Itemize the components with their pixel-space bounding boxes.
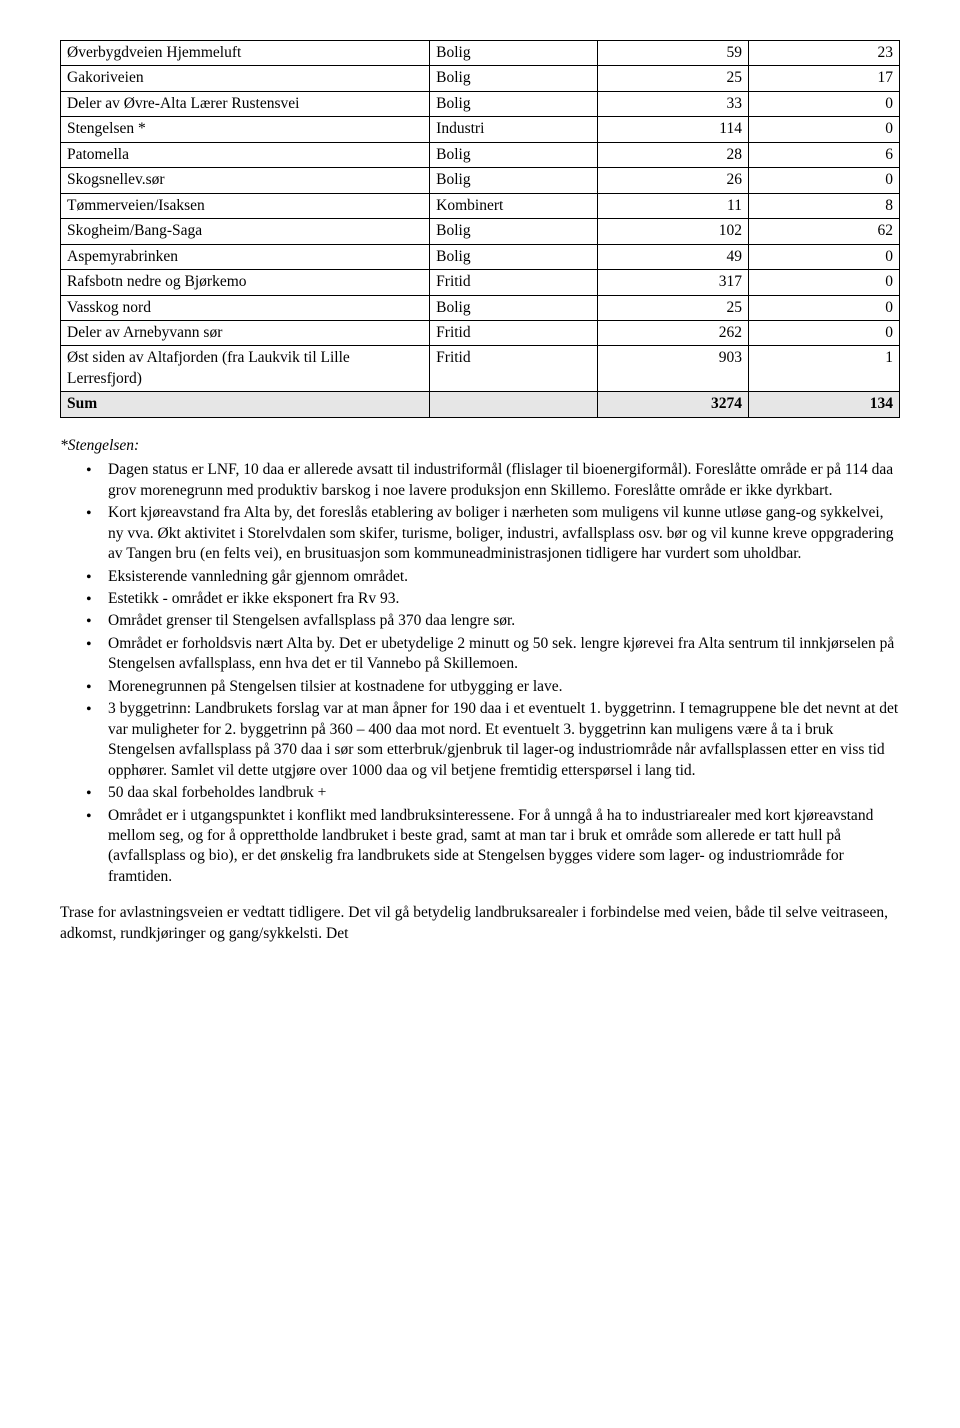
- table-row: Øst siden av Altafjorden (fra Laukvik ti…: [61, 346, 900, 392]
- table-row: Øverbygdveien HjemmeluftBolig5923: [61, 41, 900, 66]
- stengelsen-heading: *Stengelsen:: [60, 436, 900, 456]
- cell-type: Bolig: [430, 168, 598, 193]
- list-item: Dagen status er LNF, 10 daa er allerede …: [108, 460, 900, 501]
- cell-v2: 0: [748, 91, 899, 116]
- cell-v1: 25: [597, 295, 748, 320]
- cell-type: Bolig: [430, 219, 598, 244]
- cell-v1: 26: [597, 168, 748, 193]
- cell-sum-v2: 134: [748, 392, 899, 417]
- cell-type: Fritid: [430, 270, 598, 295]
- table-row: GakoriveienBolig2517: [61, 66, 900, 91]
- cell-v2: 0: [748, 295, 899, 320]
- cell-v2: 17: [748, 66, 899, 91]
- cell-v1: 25: [597, 66, 748, 91]
- cell-name: Deler av Øvre-Alta Lærer Rustensvei: [61, 91, 430, 116]
- cell-type: Bolig: [430, 66, 598, 91]
- cell-v2: 0: [748, 320, 899, 345]
- table-row: Stengelsen *Industri1140: [61, 117, 900, 142]
- list-item: Området grenser til Stengelsen avfallspl…: [108, 611, 900, 631]
- cell-v1: 102: [597, 219, 748, 244]
- cell-v2: 6: [748, 142, 899, 167]
- table-row: Skogheim/Bang-SagaBolig10262: [61, 219, 900, 244]
- cell-v1: 11: [597, 193, 748, 218]
- closing-paragraph: Trase for avlastningsveien er vedtatt ti…: [60, 903, 900, 944]
- data-table: Øverbygdveien HjemmeluftBolig5923Gakoriv…: [60, 40, 900, 418]
- table-row: Skogsnellev.sørBolig260: [61, 168, 900, 193]
- cell-v2: 23: [748, 41, 899, 66]
- list-item: 3 byggetrinn: Landbrukets forslag var at…: [108, 699, 900, 781]
- list-item: Kort kjøreavstand fra Alta by, det fores…: [108, 503, 900, 564]
- table-row: Deler av Øvre-Alta Lærer RustensveiBolig…: [61, 91, 900, 116]
- cell-type: Bolig: [430, 91, 598, 116]
- cell-v1: 114: [597, 117, 748, 142]
- cell-sum-label: Sum: [61, 392, 430, 417]
- list-item: Eksisterende vannledning går gjennom omr…: [108, 567, 900, 587]
- cell-type: Bolig: [430, 41, 598, 66]
- list-item: Området er i utgangspunktet i konflikt m…: [108, 806, 900, 888]
- cell-name: Deler av Arnebyvann sør: [61, 320, 430, 345]
- cell-v2: 0: [748, 168, 899, 193]
- cell-name: Skogsnellev.sør: [61, 168, 430, 193]
- cell-v1: 33: [597, 91, 748, 116]
- cell-type: Industri: [430, 117, 598, 142]
- cell-name: Gakoriveien: [61, 66, 430, 91]
- cell-v2: 62: [748, 219, 899, 244]
- table-row: Rafsbotn nedre og BjørkemoFritid3170: [61, 270, 900, 295]
- cell-v1: 317: [597, 270, 748, 295]
- cell-v1: 59: [597, 41, 748, 66]
- cell-v1: 262: [597, 320, 748, 345]
- cell-name: Stengelsen *: [61, 117, 430, 142]
- table-row: Tømmerveien/IsaksenKombinert118: [61, 193, 900, 218]
- cell-v2: 0: [748, 270, 899, 295]
- cell-v2: 1: [748, 346, 899, 392]
- cell-v2: 0: [748, 117, 899, 142]
- cell-type: Kombinert: [430, 193, 598, 218]
- cell-name: Øst siden av Altafjorden (fra Laukvik ti…: [61, 346, 430, 392]
- list-item: Området er forholdsvis nært Alta by. Det…: [108, 634, 900, 675]
- cell-name: Aspemyrabrinken: [61, 244, 430, 269]
- cell-name: Tømmerveien/Isaksen: [61, 193, 430, 218]
- table-row: AspemyrabrinkenBolig490: [61, 244, 900, 269]
- cell-v1: 49: [597, 244, 748, 269]
- list-item: Estetikk - området er ikke eksponert fra…: [108, 589, 900, 609]
- cell-v2: 8: [748, 193, 899, 218]
- cell-name: Patomella: [61, 142, 430, 167]
- cell-name: Rafsbotn nedre og Bjørkemo: [61, 270, 430, 295]
- cell-type: Fritid: [430, 320, 598, 345]
- cell-sum-empty: [430, 392, 598, 417]
- cell-name: Skogheim/Bang-Saga: [61, 219, 430, 244]
- table-row: PatomellaBolig286: [61, 142, 900, 167]
- cell-sum-v1: 3274: [597, 392, 748, 417]
- cell-v1: 28: [597, 142, 748, 167]
- list-item: 50 daa skal forbeholdes landbruk +: [108, 783, 900, 803]
- cell-type: Bolig: [430, 244, 598, 269]
- bullet-list: Dagen status er LNF, 10 daa er allerede …: [60, 460, 900, 887]
- table-row: Deler av Arnebyvann sørFritid2620: [61, 320, 900, 345]
- cell-type: Bolig: [430, 295, 598, 320]
- cell-name: Vasskog nord: [61, 295, 430, 320]
- cell-v1: 903: [597, 346, 748, 392]
- cell-type: Fritid: [430, 346, 598, 392]
- cell-v2: 0: [748, 244, 899, 269]
- cell-type: Bolig: [430, 142, 598, 167]
- list-item: Morenegrunnen på Stengelsen tilsier at k…: [108, 677, 900, 697]
- table-sum-row: Sum 3274134: [61, 392, 900, 417]
- table-row: Vasskog nordBolig250: [61, 295, 900, 320]
- cell-name: Øverbygdveien Hjemmeluft: [61, 41, 430, 66]
